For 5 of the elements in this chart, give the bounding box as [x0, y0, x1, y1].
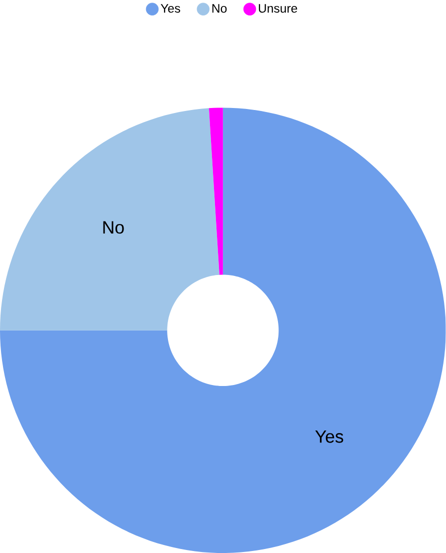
legend-label: Unsure: [259, 4, 298, 13]
text: Yes: [315, 430, 344, 443]
text: No: [103, 221, 124, 234]
legend-label: Yes: [160, 4, 180, 13]
legend-label: No: [212, 4, 227, 13]
